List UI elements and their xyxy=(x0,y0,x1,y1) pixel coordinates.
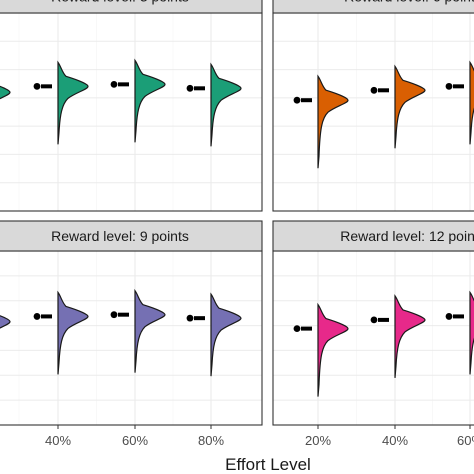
mean-point xyxy=(33,313,41,320)
strip-background xyxy=(0,220,263,252)
violin-40pct xyxy=(394,294,426,378)
violin-60pct xyxy=(134,58,166,143)
panel-background xyxy=(0,251,262,425)
x-tick-label: 60% xyxy=(457,433,474,448)
mean-point xyxy=(110,80,118,88)
x-axis-title: Effort Level xyxy=(225,455,311,474)
strip-label: Reward level: 3 points xyxy=(51,0,189,5)
violin-20pct xyxy=(0,85,11,100)
mean-point xyxy=(445,313,453,320)
panels: Reward level: 3 points Reward level: 6 po… xyxy=(0,0,474,448)
strip-background xyxy=(272,220,474,252)
x-tick-label: 80% xyxy=(198,433,224,448)
panel-4: Reward level: 12 points xyxy=(272,220,474,426)
strip-label: Reward level: 6 points xyxy=(344,0,474,5)
violin-60pct xyxy=(134,288,166,373)
mean-point xyxy=(186,84,194,92)
mean-point xyxy=(186,314,194,322)
strip-label: Reward level: 9 points xyxy=(51,228,189,244)
x-tick-label: 20% xyxy=(305,433,331,448)
strip-label: Reward level: 12 points xyxy=(340,228,474,244)
mean-point xyxy=(293,96,301,104)
violin-20pct xyxy=(0,315,11,329)
strip-background xyxy=(0,0,263,14)
strip-background xyxy=(272,0,474,14)
violin-80pct xyxy=(210,292,242,377)
panel-background xyxy=(273,13,474,211)
mean-point xyxy=(110,311,118,319)
panel-3: Reward level: 9 points xyxy=(0,220,263,426)
mean-point xyxy=(293,325,301,332)
panel-1: Reward level: 3 points xyxy=(0,0,263,212)
mean-point xyxy=(33,82,41,90)
violin-20pct xyxy=(317,74,349,169)
violin-80pct xyxy=(210,62,242,147)
x-tick-label: 60% xyxy=(122,433,148,448)
mean-point xyxy=(445,82,453,90)
violin-40pct xyxy=(394,64,426,149)
violin-40pct xyxy=(57,60,89,145)
mean-point xyxy=(370,316,378,324)
panel-background xyxy=(0,13,262,211)
x-tick-label: 40% xyxy=(382,433,408,448)
x-tick-label: 40% xyxy=(45,433,71,448)
violin-20pct xyxy=(317,302,349,397)
violin-40pct xyxy=(57,290,89,375)
mean-point xyxy=(370,86,378,94)
panel-2: Reward level: 6 points xyxy=(272,0,474,212)
panel-background xyxy=(273,251,474,425)
